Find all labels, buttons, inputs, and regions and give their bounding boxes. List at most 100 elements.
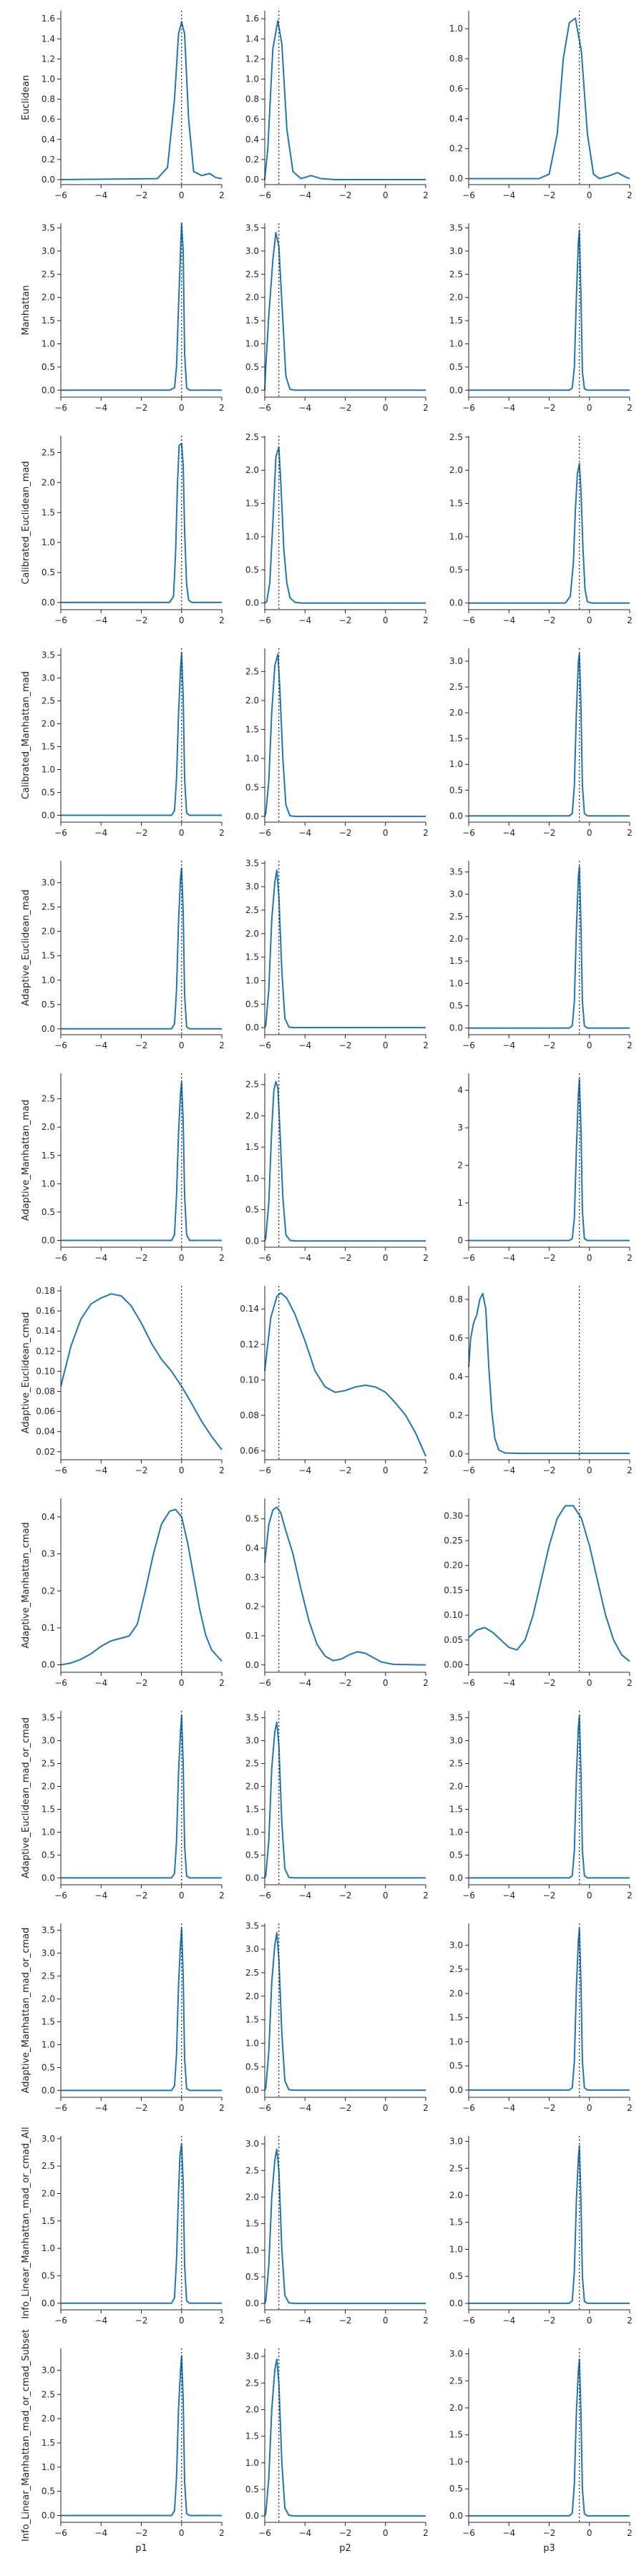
x-tick-label: −6 [258,2528,271,2538]
y-tick-label: 0.0 [42,385,55,395]
density-curve [61,1080,222,1241]
x-tick-label: −4 [298,615,311,625]
x-tick-label: 2 [423,403,429,413]
density-curve [264,446,426,604]
x-tick-label: 0 [587,615,592,625]
x-tick-label: 2 [627,2103,633,2113]
y-tick-label: 2.0 [449,1782,463,1792]
y-tick-label: 3.5 [449,223,463,233]
density-curve [61,867,222,1030]
x-tick-label: −6 [462,403,475,413]
y-tick-label: 3.5 [42,1713,55,1723]
y-tick-label: 0.3 [42,1549,55,1559]
y-tick-label: 0.0 [245,2511,259,2521]
y-tick-label: 1.4 [245,34,259,44]
x-tick-label: −4 [502,1465,515,1475]
y-tick-label: 1.5 [42,316,55,326]
y-tick-label: 2.5 [449,2376,463,2386]
x-tick-label: −2 [135,2103,148,2113]
y-tick-label: 1.5 [42,2438,55,2448]
x-tick-label: −4 [94,2316,107,2326]
y-tick-label: 2.0 [449,293,463,303]
y-tick-label: 0.5 [42,787,55,797]
x-tick-label: −6 [54,403,67,413]
x-tick-label: 2 [627,1465,633,1475]
x-tick-label: 0 [587,2103,592,2113]
y-tick-label: 3.0 [245,246,259,256]
x-tick-label: 2 [627,2528,633,2538]
x-tick-label: 2 [627,190,633,200]
y-tick-label: 1.0 [449,338,463,348]
x-tick-label: −4 [502,1253,515,1263]
y-tick-label: 1.0 [449,2457,463,2467]
y-tick-label: 0.18 [36,1286,55,1296]
x-tick-label: −2 [339,2316,352,2326]
y-tick-label: 1.5 [449,2430,463,2440]
row-label-8: Adaptive_Euclidean_mad_or_cmad [21,1717,31,1878]
y-tick-label: 0.6 [449,1333,463,1343]
density-curve [264,1080,426,1242]
y-tick-label: 2.5 [42,2161,55,2171]
y-tick-label: 0.5 [245,2484,259,2494]
density-curve [60,21,223,180]
x-tick-label: −4 [298,1253,311,1263]
x-tick-label: −6 [258,1253,271,1263]
x-tick-label: 2 [219,1465,225,1475]
y-tick-label: 0.04 [36,1427,55,1437]
y-tick-label: 0.6 [245,114,259,125]
x-tick-label: −4 [298,828,311,838]
x-tick-label: −6 [54,1465,67,1475]
density-curve [469,229,630,391]
y-tick-label: 0.2 [42,1586,55,1596]
x-tick-label: −2 [135,1040,148,1050]
x-tick-label: −2 [339,828,352,838]
density-curve [469,1714,630,1879]
y-tick-label: 3.0 [245,882,259,892]
x-tick-label: 0 [383,403,389,413]
panel-r4-c1: −6 −4 −2 0 2 0.0 0.5 1.0 1.5 2.0 2.5 3.0 3.5 [245,858,429,1050]
density-curve [469,1927,630,2091]
y-tick-label: 2.5 [42,2389,55,2399]
x-tick-label: 2 [627,1890,633,1901]
panel-r3-c0: −6 −4 −2 0 2 0.0 0.5 1.0 1.5 2.0 2.5 3.0 3.5 [42,648,225,838]
x-tick-label: −2 [543,1678,556,1688]
y-tick-label: 1.5 [42,1804,55,1814]
x-tick-label: 2 [219,615,225,625]
density-curve [469,2358,630,2517]
y-tick-label: 1.5 [42,2216,55,2226]
x-tick-label: 2 [219,403,225,413]
y-tick-label: 0.5 [245,782,259,792]
y-tick-label: 1.0 [42,74,55,84]
y-tick-label: 1.5 [449,1804,463,1814]
x-tick-label: 0 [383,1040,389,1050]
y-tick-label: 0.5 [449,1850,463,1860]
density-curve [264,1932,426,2092]
panel-r7-c0: −6 −4 −2 0 2 0.0 0.1 0.2 0.3 0.4 [42,1498,225,1688]
x-tick-label: −6 [54,2316,67,2326]
x-tick-label: −6 [54,828,67,838]
y-tick-label: 0.0 [42,1236,55,1246]
x-tick-label: 0 [383,2316,389,2326]
y-tick-label: 3.0 [42,1948,55,1958]
x-tick-label: −4 [94,190,107,200]
y-tick-label: 3.5 [245,858,259,868]
x-tick-label: −6 [258,615,271,625]
x-tick-label: 0 [383,1253,389,1263]
row-label-3: Calibrated_Manhattan_mad [21,671,31,799]
x-tick-label: −6 [462,1465,475,1475]
y-tick-label: 0.0 [449,2298,463,2308]
x-tick-label: −6 [462,1040,475,1050]
y-tick-label: 2.5 [245,666,259,676]
x-tick-label: 2 [219,2103,225,2113]
density-curve [264,869,426,1029]
density-curve [61,223,222,391]
y-tick-label: 0.0 [449,174,463,184]
y-tick-label: 2.5 [449,269,463,279]
panel-r2-c2: −6 −4 −2 0 2 0.0 0.5 1.0 1.5 2.0 2.5 [449,432,633,625]
panel-r7-c1: −6 −4 −2 0 2 0.0 0.1 0.2 0.3 0.4 0.5 [245,1498,429,1688]
panel-r7-c2: −6 −4 −2 0 2 0.00 0.05 0.10 0.15 0.20 0.25 0.30 [444,1498,633,1688]
x-tick-label: 2 [219,1040,225,1050]
x-tick-label: −6 [462,2528,475,2538]
density-curve [264,2358,426,2517]
y-tick-label: 2.5 [449,1964,463,1974]
